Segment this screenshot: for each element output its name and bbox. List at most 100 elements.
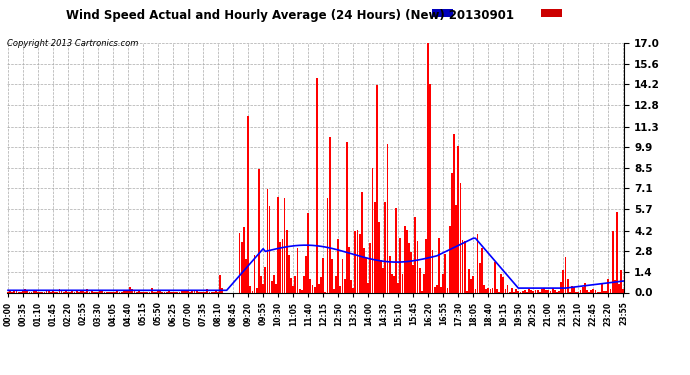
Bar: [515, 290, 517, 292]
Bar: [429, 84, 431, 292]
Bar: [376, 85, 377, 292]
Bar: [90, 290, 92, 292]
Bar: [286, 231, 288, 292]
Bar: [256, 288, 257, 292]
Bar: [320, 277, 322, 292]
Bar: [489, 289, 491, 292]
Bar: [446, 288, 448, 292]
Bar: [372, 168, 373, 292]
Bar: [552, 288, 553, 292]
Bar: [322, 258, 324, 292]
Bar: [187, 291, 189, 292]
Bar: [434, 287, 435, 292]
Bar: [566, 279, 569, 292]
Bar: [413, 264, 414, 292]
Bar: [477, 234, 478, 292]
Bar: [59, 290, 60, 292]
Bar: [239, 232, 240, 292]
Bar: [460, 183, 462, 292]
Bar: [511, 288, 513, 292]
Bar: [333, 289, 335, 292]
Bar: [591, 291, 592, 292]
Bar: [408, 243, 410, 292]
Bar: [264, 267, 266, 292]
Bar: [485, 289, 487, 292]
Bar: [279, 242, 282, 292]
Bar: [125, 290, 127, 292]
Bar: [580, 290, 582, 292]
Bar: [101, 291, 104, 292]
Bar: [605, 291, 607, 292]
Bar: [506, 285, 509, 292]
Bar: [275, 284, 277, 292]
Bar: [378, 222, 380, 292]
Bar: [462, 240, 464, 292]
Bar: [582, 287, 584, 292]
Bar: [123, 291, 125, 292]
Bar: [359, 234, 361, 292]
Bar: [444, 254, 446, 292]
Bar: [108, 291, 110, 292]
Bar: [586, 290, 588, 292]
Bar: [254, 255, 255, 292]
Bar: [309, 279, 311, 292]
Bar: [273, 275, 275, 292]
Bar: [417, 242, 418, 292]
Bar: [191, 291, 193, 292]
Bar: [282, 239, 284, 292]
Bar: [369, 243, 371, 292]
Bar: [601, 283, 603, 292]
Bar: [457, 146, 459, 292]
Bar: [502, 278, 504, 292]
Bar: [305, 256, 307, 292]
Bar: [607, 279, 609, 292]
Text: Copyright 2013 Cartronics.com: Copyright 2013 Cartronics.com: [7, 39, 138, 48]
Bar: [247, 117, 249, 292]
Bar: [194, 290, 195, 292]
Bar: [303, 276, 305, 292]
Bar: [69, 291, 71, 292]
Bar: [560, 282, 562, 292]
Bar: [86, 290, 88, 292]
Bar: [365, 258, 367, 292]
Bar: [181, 291, 183, 292]
Bar: [533, 291, 534, 292]
Bar: [406, 230, 408, 292]
Bar: [535, 290, 536, 292]
Bar: [316, 78, 317, 292]
Bar: [425, 238, 427, 292]
Bar: [293, 286, 294, 292]
Bar: [258, 169, 259, 292]
Bar: [464, 241, 466, 292]
Bar: [159, 291, 161, 292]
Bar: [496, 289, 497, 292]
Bar: [494, 262, 495, 292]
Bar: [384, 202, 386, 292]
Bar: [131, 289, 133, 292]
Bar: [33, 291, 34, 292]
Bar: [346, 142, 348, 292]
Bar: [386, 144, 388, 292]
Bar: [117, 291, 118, 292]
Bar: [438, 238, 440, 292]
Bar: [270, 280, 273, 292]
Bar: [616, 212, 618, 292]
Bar: [466, 291, 468, 292]
Bar: [622, 289, 624, 292]
Bar: [357, 230, 358, 292]
Bar: [455, 205, 457, 292]
Bar: [374, 202, 375, 292]
Bar: [355, 231, 356, 292]
Bar: [479, 263, 481, 292]
Bar: [518, 291, 519, 292]
Bar: [522, 291, 524, 292]
Bar: [541, 289, 543, 292]
Bar: [500, 274, 502, 292]
Bar: [245, 259, 247, 292]
Text: Wind Speed Actual and Hourly Average (24 Hours) (New) 20130901: Wind Speed Actual and Hourly Average (24…: [66, 9, 514, 22]
Bar: [288, 255, 290, 292]
Bar: [448, 226, 451, 292]
Bar: [221, 288, 224, 292]
Bar: [423, 274, 425, 292]
Bar: [350, 280, 352, 292]
